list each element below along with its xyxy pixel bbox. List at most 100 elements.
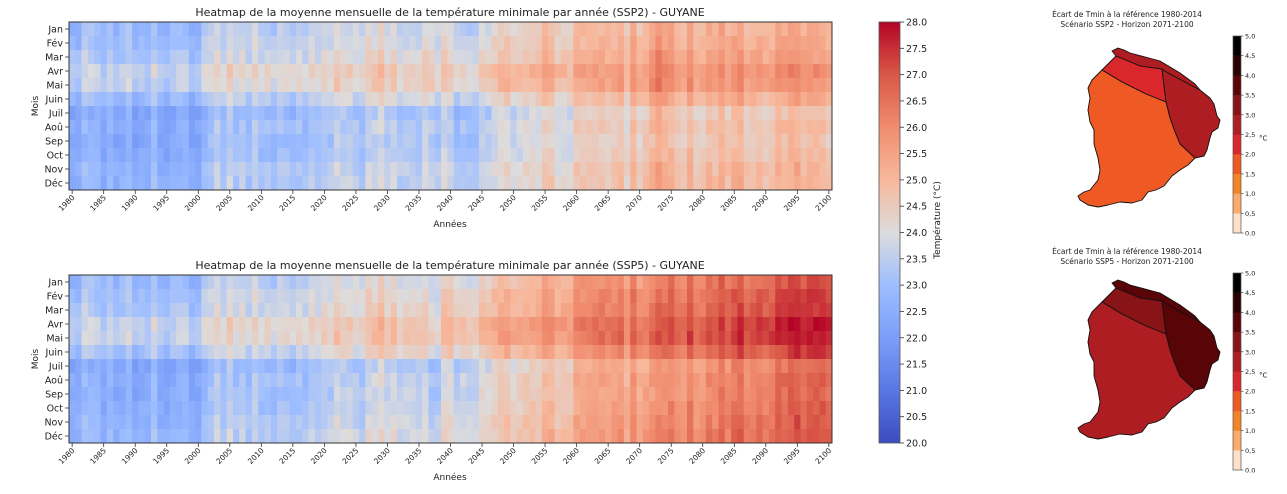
heatmap-cell <box>75 148 82 163</box>
heatmap-cell <box>598 120 606 135</box>
year-label: 2035 <box>404 446 424 466</box>
heatmap-cell <box>182 176 190 191</box>
heatmap-cell <box>270 92 278 107</box>
heatmap-cell <box>825 317 833 332</box>
heatmap-cell <box>214 429 221 444</box>
heatmap-cell <box>283 176 291 191</box>
heatmap-cell <box>327 78 335 93</box>
heatmap-cell <box>283 120 291 135</box>
heatmap-cell <box>630 373 637 388</box>
heatmap-cell <box>144 303 152 318</box>
heatmap-cell <box>81 36 89 51</box>
heatmap-cell <box>649 120 656 135</box>
year-label: 1990 <box>120 446 140 466</box>
heatmap-cell <box>340 415 347 430</box>
heatmap-cell <box>794 36 801 51</box>
heatmap-cell <box>447 148 454 163</box>
heatmap-cell <box>623 92 631 107</box>
heatmap-cell <box>321 345 328 360</box>
heatmap-cell <box>554 275 562 290</box>
heatmap-cell <box>712 106 719 121</box>
heatmap-cell <box>825 120 833 135</box>
heatmap-cell <box>750 162 757 177</box>
heatmap-cell <box>283 401 291 416</box>
heatmap-cell <box>510 162 518 177</box>
year-label: 2010 <box>246 446 266 466</box>
heatmap-cell <box>756 317 763 332</box>
heatmap-cell <box>226 373 234 388</box>
heatmap-cell <box>327 162 335 177</box>
heatmap-cell <box>119 134 127 149</box>
heatmap-cell <box>478 22 486 37</box>
year-label: 1985 <box>88 193 108 213</box>
heatmap-cell <box>497 303 505 318</box>
map-ssp2: Écart de Tmin à la référence 1980-2014 S… <box>1052 10 1267 238</box>
heatmap-cell <box>680 50 688 65</box>
heatmap-cell <box>636 148 644 163</box>
heatmap-cell <box>182 415 190 430</box>
year-label: 2030 <box>372 446 392 466</box>
year-label: 2095 <box>782 446 802 466</box>
heatmap-cell <box>308 387 316 402</box>
heatmap-cell <box>150 303 158 318</box>
heatmap-cell <box>491 415 499 430</box>
heatmap-cell <box>743 359 751 374</box>
heatmap-cell <box>220 92 227 107</box>
heatmap-cell <box>743 289 751 304</box>
heatmap-cell <box>535 176 543 191</box>
heatmap-cell <box>453 22 461 37</box>
heatmap-cell <box>649 359 656 374</box>
heatmap-cell <box>472 176 480 191</box>
heatmap-cell <box>705 106 713 121</box>
heatmap-cell <box>415 176 423 191</box>
heatmap-cell <box>472 148 480 163</box>
heatmap-cell <box>699 429 707 444</box>
heatmap-cell <box>794 275 801 290</box>
heatmap-cell <box>239 64 246 79</box>
heatmap-cell <box>314 148 322 163</box>
heatmap-cell <box>623 387 631 402</box>
heatmap-cell <box>516 78 524 93</box>
heatmap-cell <box>201 162 209 177</box>
heatmap-cell <box>535 401 543 416</box>
heatmap-cell <box>220 134 227 149</box>
heatmap-cell <box>232 176 240 191</box>
heatmap-cell <box>567 64 574 79</box>
heatmap-cell <box>188 275 196 290</box>
heatmap-cell <box>138 331 145 346</box>
heatmap-cell <box>775 387 782 402</box>
heatmap-cell <box>478 148 486 163</box>
heatmap-cell <box>485 64 492 79</box>
heatmap-cell <box>384 148 391 163</box>
heatmap-cell <box>800 106 808 121</box>
heatmap-cell <box>377 36 385 51</box>
heatmap-cell <box>781 36 789 51</box>
heatmap-cell <box>239 50 246 65</box>
heatmap-cell <box>415 387 423 402</box>
heatmap-cell <box>491 78 499 93</box>
heatmap-cell <box>182 345 190 360</box>
heatmap-cell <box>277 176 284 191</box>
heatmap-cell <box>813 78 820 93</box>
heatmap-cell <box>428 303 436 318</box>
heatmap-cell <box>220 415 227 430</box>
heatmap-cell <box>81 317 89 332</box>
heatmap-cell <box>705 289 713 304</box>
heatmap-cell <box>604 106 612 121</box>
heatmap-cell <box>724 120 732 135</box>
heatmap-cell <box>277 134 284 149</box>
heatmap-cell <box>365 120 372 135</box>
heatmap-cell <box>768 134 776 149</box>
heatmap-cell <box>415 359 423 374</box>
heatmap-cell <box>541 387 549 402</box>
heatmap-cell <box>207 359 215 374</box>
heatmap-cell <box>611 22 618 37</box>
heatmap-cell <box>396 401 404 416</box>
heatmap-cell <box>214 92 221 107</box>
heatmap-cell <box>100 106 108 121</box>
heatmap-cell <box>825 387 833 402</box>
colorbar-tick-label: 0.0 <box>1245 467 1255 475</box>
heatmap-cell <box>371 22 379 37</box>
heatmap-cell <box>75 373 82 388</box>
heatmap-cell <box>712 429 719 444</box>
